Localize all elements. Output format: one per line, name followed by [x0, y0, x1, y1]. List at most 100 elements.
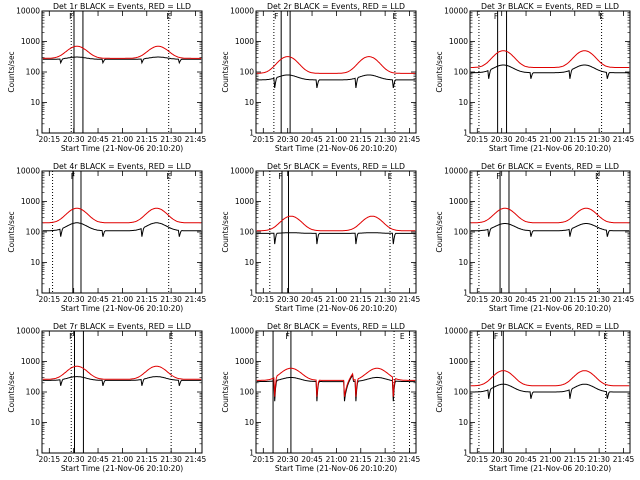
flag-marker-f: F [494, 332, 498, 341]
x-tick-label: 21:30 [160, 295, 182, 304]
plot-frame [41, 10, 203, 134]
series-line-lld [256, 215, 416, 232]
y-tick-label: 1000 [21, 37, 40, 46]
series-line-lld [470, 207, 630, 224]
x-tick-label: 21:15 [564, 455, 586, 464]
x-tick-label: 21:00 [112, 295, 134, 304]
x-axis-label: Start Time (21-Nov-06 20:10:20) [61, 464, 183, 473]
x-tick-label: 21:30 [160, 455, 182, 464]
x-tick-label: 21:30 [588, 135, 610, 144]
y-tick-label: 10 [30, 258, 40, 267]
x-tick-label: 20:15 [38, 295, 60, 304]
y-tick-label: 100 [454, 388, 469, 397]
y-tick-label: 100 [240, 388, 255, 397]
flag-marker-e: E [388, 172, 393, 181]
y-tick-label: 1 [35, 449, 40, 458]
y-tick-label: 1 [249, 129, 254, 138]
series-line-lld [42, 45, 202, 59]
flag-marker-e: E [595, 172, 600, 181]
flag-marker-e: E [166, 172, 171, 181]
x-tick-label: 20:45 [87, 455, 109, 464]
flag-marker-e: E [169, 332, 174, 341]
series-line-events [42, 376, 202, 386]
y-tick-label: 1 [35, 289, 40, 298]
series-line-lld [256, 56, 416, 74]
y-tick-label: 1000 [21, 357, 40, 366]
flag-marker-f: F [69, 12, 73, 21]
y-axis-label: Counts/sec [221, 51, 230, 92]
y-tick-label: 100 [26, 388, 41, 397]
series-line-events [470, 383, 630, 399]
detector-panel-7: Det 7r BLACK = Events, RED = LLD 1 10 100 10… [7, 322, 207, 473]
x-tick-label: 21:15 [136, 135, 158, 144]
x-tick-label: 21:45 [613, 135, 635, 144]
detector-panel-4: Det 4r BLACK = Events, RED = LLD 1 10 100 10… [7, 162, 207, 313]
detector-panel-1: Det 1r BLACK = Events, RED = LLD 1 10 100 10… [7, 2, 207, 153]
y-tick-label: 100 [454, 228, 469, 237]
x-tick-label: 21:30 [374, 135, 396, 144]
y-tick-label: 100 [26, 68, 41, 77]
x-tick-label: 21:45 [399, 295, 421, 304]
x-tick-label: 20:15 [466, 295, 488, 304]
y-tick-label: 1 [35, 129, 40, 138]
x-tick-label: 21:00 [326, 295, 348, 304]
y-tick-label: 1000 [235, 197, 254, 206]
detector-panel-6: Det 6r BLACK = Events, RED = LLD 1 10 100 10… [435, 162, 635, 313]
x-axis-label: Start Time (21-Nov-06 20:10:20) [275, 144, 397, 153]
x-tick-label: 21:15 [350, 455, 372, 464]
x-tick-label: 20:30 [277, 295, 299, 304]
panel-title: Det 4r BLACK = Events, RED = LLD [53, 162, 191, 171]
x-tick-label: 21:30 [588, 295, 610, 304]
y-tick-label: 100 [454, 68, 469, 77]
flag-marker-f: F [69, 332, 73, 341]
y-tick-label: 10000 [444, 327, 468, 336]
x-tick-label: 21:00 [112, 135, 134, 144]
detector-panel-8: Det 8r BLACK = Events, RED = LLD 1 10 100 10… [221, 322, 421, 473]
plot-frame [255, 170, 417, 294]
x-tick-label: 21:00 [112, 455, 134, 464]
x-tick-label: 21:45 [399, 135, 421, 144]
y-tick-label: 1000 [449, 197, 468, 206]
plot-frame [255, 330, 417, 454]
panel-title: Det 2r BLACK = Events, RED = LLD [267, 2, 405, 11]
series-line-events [256, 232, 416, 245]
series-line-lld [256, 367, 416, 397]
x-tick-label: 20:15 [252, 135, 274, 144]
y-tick-label: 1 [249, 289, 254, 298]
y-axis-label: Counts/sec [7, 371, 16, 412]
flag-marker-f: F [494, 12, 498, 21]
x-tick-label: 20:45 [301, 295, 323, 304]
x-tick-label: 21:45 [185, 455, 207, 464]
x-tick-label: 21:15 [350, 135, 372, 144]
x-tick-label: 20:30 [491, 135, 513, 144]
series-line-lld [470, 50, 630, 68]
x-tick-label: 21:45 [613, 455, 635, 464]
y-tick-label: 1 [463, 289, 468, 298]
x-tick-label: 20:30 [491, 295, 513, 304]
x-axis-label: Start Time (21-Nov-06 20:10:20) [275, 304, 397, 313]
y-tick-label: 100 [240, 228, 255, 237]
x-axis-label: Start Time (21-Nov-06 20:10:20) [489, 304, 611, 313]
series-line-events [470, 223, 630, 237]
series-line-events [42, 56, 202, 65]
y-tick-label: 10 [30, 418, 40, 427]
x-tick-label: 20:30 [277, 135, 299, 144]
x-tick-label: 20:45 [87, 295, 109, 304]
series-line-lld [42, 365, 202, 380]
plot-frame [41, 170, 203, 294]
x-tick-label: 20:15 [466, 455, 488, 464]
x-tick-label: 20:30 [63, 295, 85, 304]
series-line-events [256, 373, 416, 402]
x-tick-label: 20:30 [491, 455, 513, 464]
x-axis-label: Start Time (21-Nov-06 20:10:20) [275, 464, 397, 473]
x-tick-label: 21:45 [613, 295, 635, 304]
detector-panel-2: Det 2r BLACK = Events, RED = LLD 1 10 100 10… [221, 2, 421, 153]
panel-title: Det 8r BLACK = Events, RED = LLD [267, 322, 405, 331]
x-tick-label: 20:15 [38, 455, 60, 464]
series-line-events [470, 64, 630, 79]
y-tick-label: 1000 [235, 37, 254, 46]
y-tick-label: 10 [244, 98, 254, 107]
y-axis-label: Counts/sec [7, 51, 16, 92]
y-tick-label: 10000 [16, 167, 40, 176]
